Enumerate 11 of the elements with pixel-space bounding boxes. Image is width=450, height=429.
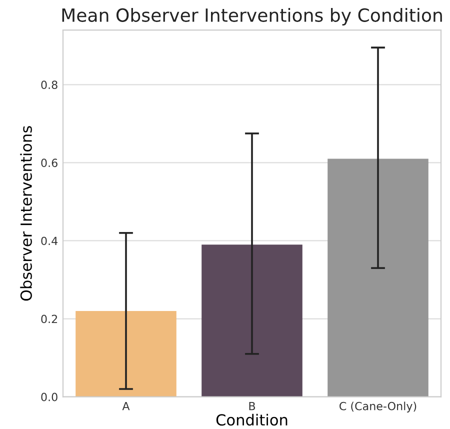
x-tick-label: B [249,402,256,410]
x-tick-label: A [122,402,130,410]
y-tick-label: 0.2 [41,314,58,324]
y-tick-label: 0.6 [41,158,58,168]
chart-title: Mean Observer Interventions by Condition [62,8,442,26]
y-axis-title: Observer Interventions [20,126,32,301]
y-tick-label: 0.8 [41,80,58,90]
y-tick-label: 0.4 [41,236,58,246]
x-axis-title: Condition [216,414,288,426]
y-tick-label: 0.0 [41,392,58,402]
x-tick-label: C (Cane-Only) [340,402,416,412]
